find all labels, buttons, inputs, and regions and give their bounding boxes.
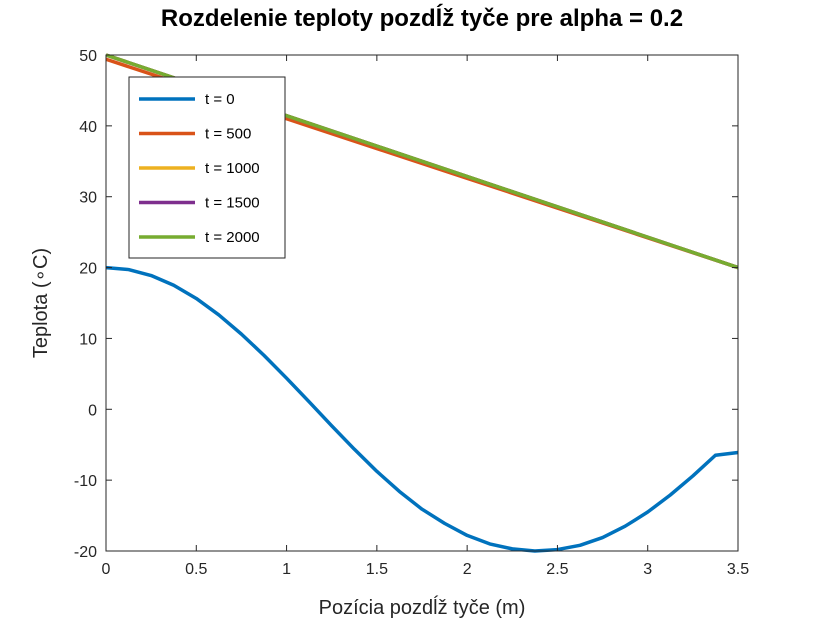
y-tick-label-0: -20 xyxy=(74,544,97,561)
x-tick-label-3: 1.5 xyxy=(366,561,388,578)
x-tick-label-0: 0 xyxy=(102,561,111,578)
y-tick-label-3: 10 xyxy=(79,331,97,348)
y-tick-label-5: 30 xyxy=(79,190,97,207)
series-line-0 xyxy=(105,265,739,553)
y-tick-label-4: 20 xyxy=(79,261,97,278)
legend-label-2: t = 1000 xyxy=(205,160,260,177)
x-tick-label-7: 3.5 xyxy=(727,561,749,578)
y-tick-label-7: 50 xyxy=(79,48,97,65)
y-tick-label-2: 0 xyxy=(88,402,97,419)
chart-title: Rozdelenie teploty pozdĺž tyče pre alpha… xyxy=(161,3,683,32)
x-tick-label-6: 3 xyxy=(643,561,652,578)
axes-box xyxy=(105,54,739,552)
legend: t = 0 t = 500 t = 1000 t = 1500 t = 2000 xyxy=(128,76,286,259)
x-tick-label-5: 2.5 xyxy=(546,561,568,578)
x-tick-label-4: 2 xyxy=(463,561,472,578)
x-axis-label: Pozícia pozdĺž tyče (m) xyxy=(319,595,526,619)
axis-ticks xyxy=(105,54,739,552)
y-tick-label-1: -10 xyxy=(74,473,97,490)
legend-label-4: t = 2000 xyxy=(205,229,260,246)
x-tick-label-1: 0.5 xyxy=(185,561,207,578)
legend-label-3: t = 1500 xyxy=(205,195,260,212)
y-tick-label-6: 40 xyxy=(79,119,97,136)
y-axis-label: Teplota (∘C) xyxy=(30,248,52,358)
legend-label-0: t = 0 xyxy=(205,91,235,108)
axis-tick-labels: 0 0.5 1 1.5 2 2.5 3 3.5 -20 -10 0 10 20 30 40 50 xyxy=(74,48,749,578)
x-tick-label-2: 1 xyxy=(282,561,291,578)
legend-items: t = 0 t = 500 t = 1000 t = 1500 t = 2000 xyxy=(139,91,260,246)
legend-label-1: t = 500 xyxy=(205,126,251,143)
